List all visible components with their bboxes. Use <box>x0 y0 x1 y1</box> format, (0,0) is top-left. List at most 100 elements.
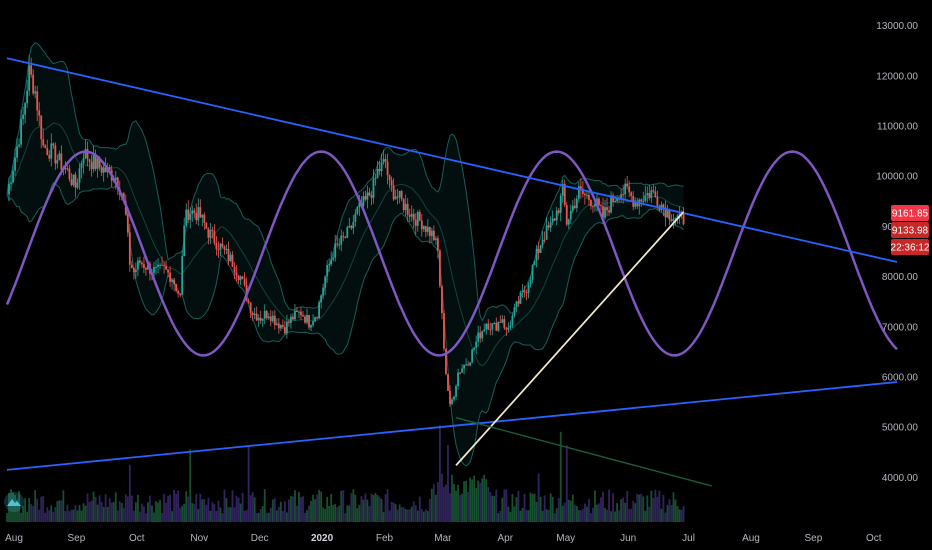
volume-bar <box>652 497 655 522</box>
candle-body <box>82 157 85 164</box>
volume-bar <box>161 512 163 522</box>
candle-body <box>332 257 335 260</box>
volume-bar <box>28 497 31 522</box>
time-axis[interactable]: Aug Sep Oct Nov Dec 2020 Feb Mar Apr May Jun Jul Aug… <box>5 533 882 544</box>
candle-body <box>590 199 592 207</box>
volume-bar <box>563 502 566 522</box>
x-tick-label: Apr <box>498 533 514 544</box>
candle-body <box>670 219 673 222</box>
volume-bar <box>318 489 321 522</box>
candle-body <box>211 229 214 231</box>
volume-bar <box>602 492 604 522</box>
volume-bar <box>620 499 623 522</box>
volume-bar <box>509 511 512 522</box>
candle-body <box>209 229 212 238</box>
candle-body <box>225 249 228 251</box>
volume-bar <box>261 506 264 522</box>
candle-body <box>34 91 37 94</box>
volume-bar <box>247 445 250 522</box>
candle-body <box>602 206 604 218</box>
candle-body <box>322 287 325 296</box>
candle-body <box>96 158 99 169</box>
candle-body <box>90 161 93 170</box>
upper-trendline[interactable] <box>6 57 898 263</box>
volume-bar <box>336 507 339 522</box>
candle-body <box>628 186 631 193</box>
volume-bar <box>499 510 502 522</box>
candle-body <box>461 368 463 373</box>
candle-body <box>350 225 353 229</box>
candle-body <box>42 139 45 146</box>
volume-bar <box>138 511 141 522</box>
candle-body <box>362 196 365 207</box>
candle-body <box>505 328 508 330</box>
tradingview-logo[interactable] <box>4 492 24 512</box>
volume-histogram <box>6 425 685 522</box>
price-badge <box>891 222 929 238</box>
volume-bar <box>38 509 41 522</box>
candle-body <box>642 201 645 203</box>
volume-bar <box>682 506 685 522</box>
candle-body <box>513 307 516 316</box>
volume-bar <box>449 493 451 522</box>
candle-body <box>52 143 55 146</box>
candle-body <box>545 225 548 240</box>
volume-bar <box>165 502 167 522</box>
volume-bar <box>481 478 484 522</box>
volume-bar <box>590 513 592 522</box>
volume-bar <box>654 489 657 522</box>
candle-body <box>44 145 47 149</box>
candle-body <box>644 195 647 202</box>
candle-body <box>537 248 540 253</box>
candle-body <box>298 311 300 313</box>
candle-body <box>300 311 302 316</box>
volume-bar <box>249 495 252 522</box>
candle-body <box>261 318 264 321</box>
volume-bar <box>78 505 81 522</box>
lower-trendline[interactable] <box>6 381 898 471</box>
candle-body <box>384 159 387 162</box>
candle-body <box>249 302 252 314</box>
candle-body <box>372 178 375 198</box>
volume-bar <box>332 504 335 522</box>
candle-body <box>596 198 598 204</box>
volume-bar <box>483 474 486 522</box>
volume-bar <box>54 506 57 522</box>
candle-body <box>292 316 294 320</box>
rising-trendline[interactable] <box>455 211 685 466</box>
volume-bar <box>567 499 570 522</box>
candle-body <box>416 211 419 226</box>
candle-body <box>469 362 472 366</box>
candle-body <box>376 168 379 179</box>
volume-bar <box>505 489 508 522</box>
volume-bar <box>16 499 18 522</box>
volume-bar <box>102 507 105 522</box>
volume-bar <box>136 494 139 522</box>
candle-body <box>370 195 373 198</box>
volume-bar <box>34 490 37 522</box>
volume-bar <box>283 501 286 522</box>
volume-bar <box>416 510 419 522</box>
volume-bar <box>676 506 679 522</box>
candle-body <box>473 347 476 350</box>
fading-trendline[interactable] <box>455 416 712 487</box>
volume-bar <box>90 500 93 522</box>
candle-body <box>173 279 176 285</box>
volume-bar <box>308 505 310 522</box>
volume-bar <box>388 510 391 522</box>
volume-bar <box>547 509 550 522</box>
candle-body <box>533 260 536 266</box>
volume-bar <box>501 497 504 522</box>
sine-cycle-line[interactable] <box>5 150 898 357</box>
candle-body <box>330 259 333 265</box>
volume-bar <box>384 494 387 522</box>
volume-bar <box>350 493 353 522</box>
candle-body <box>338 244 341 246</box>
volume-bar <box>495 489 498 522</box>
volume-bar <box>553 513 556 522</box>
volume-bar <box>644 510 647 522</box>
candle-body <box>283 327 286 334</box>
candle-body <box>70 179 73 185</box>
candle-body <box>195 212 198 221</box>
